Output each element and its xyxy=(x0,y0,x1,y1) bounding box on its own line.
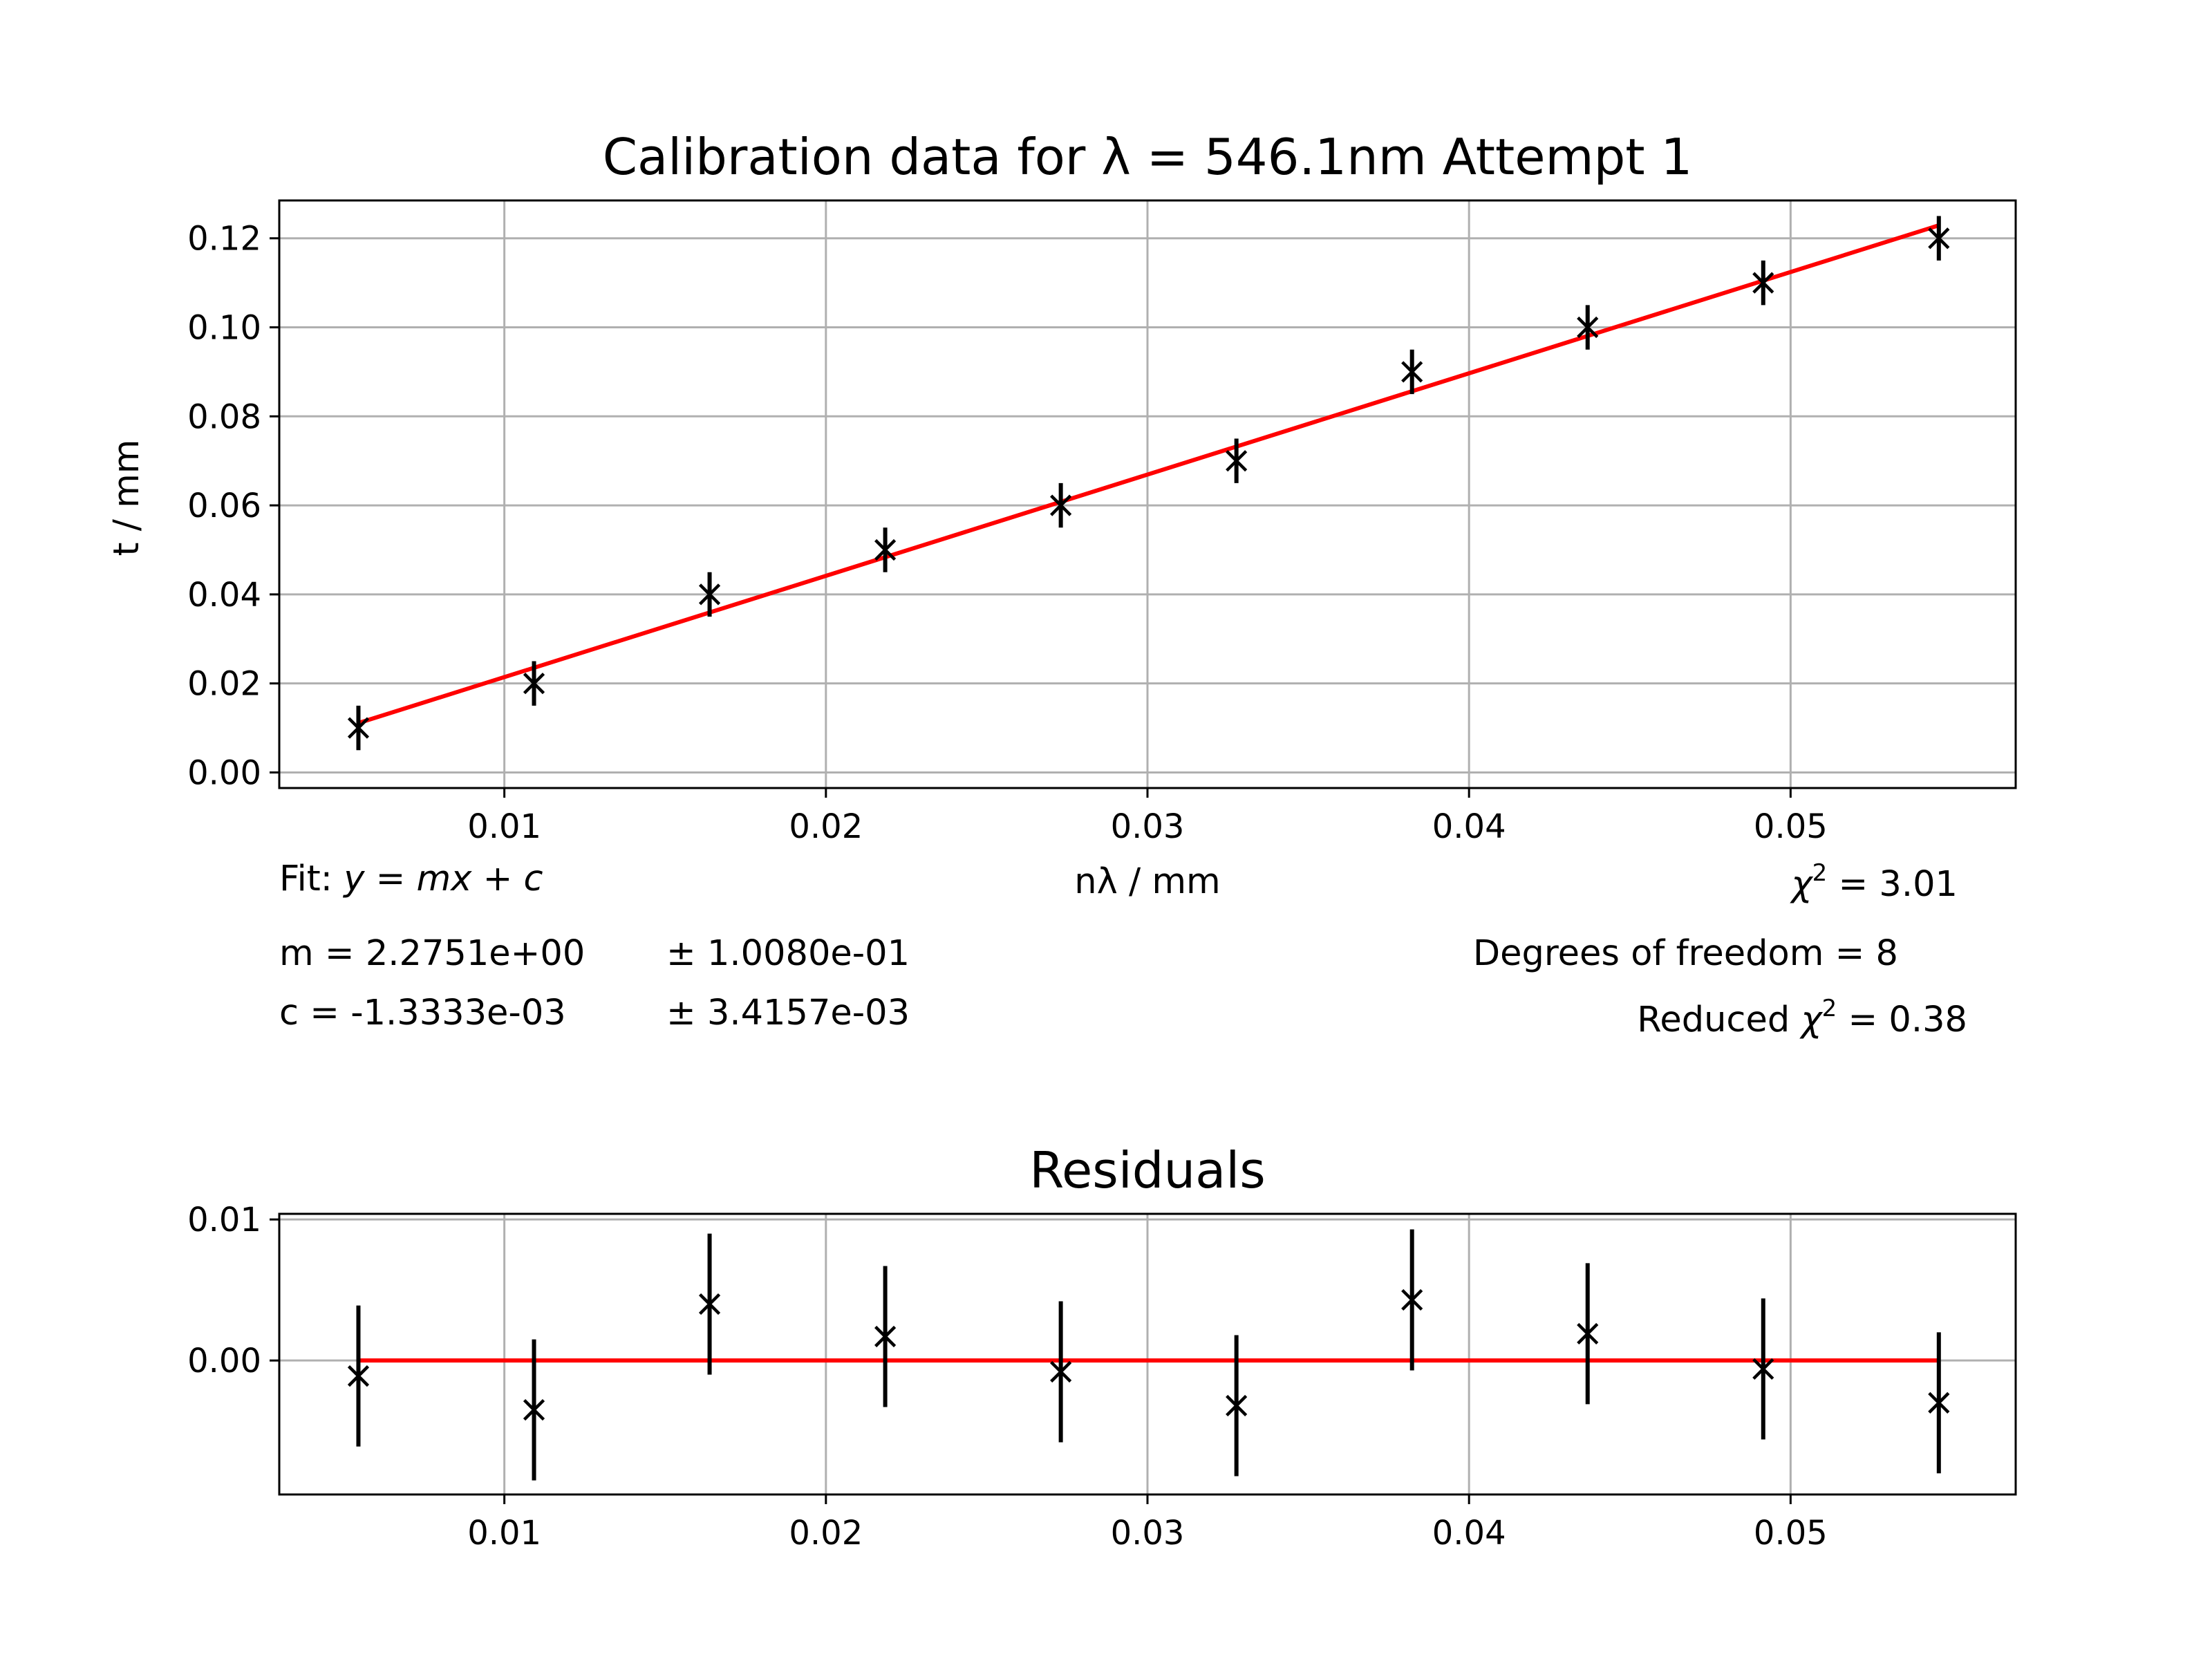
main-data-point xyxy=(1401,361,1423,383)
main-y-tick-label: 0.02 xyxy=(187,665,261,704)
residuals-y-ticks: 0.00 0.01 xyxy=(187,1201,279,1380)
fit-equation: y = mx + c xyxy=(342,859,543,899)
reduced-chi2-power: 2 xyxy=(1822,995,1837,1022)
chi2-power: 2 xyxy=(1812,859,1828,887)
residuals-data-point xyxy=(523,1398,545,1421)
main-y-tick-label: 0.06 xyxy=(187,487,261,525)
main-x-tick-label: 0.01 xyxy=(467,807,541,846)
c-error: ± 3.4157e-03 xyxy=(666,993,910,1033)
main-x-tick-label: 0.02 xyxy=(789,807,863,846)
chi2-annotation: χ2 = 3.01 xyxy=(1789,859,1958,905)
degrees-of-freedom: Degrees of freedom = 8 xyxy=(1473,933,1898,974)
fit-prefix: Fit: xyxy=(279,859,344,899)
residuals-y-tick-label: 0.00 xyxy=(187,1342,261,1380)
residuals-data-point xyxy=(1928,1391,1950,1414)
main-x-tick-label: 0.03 xyxy=(1111,807,1185,846)
residuals-data-point xyxy=(347,1365,370,1387)
main-data-point xyxy=(874,538,897,561)
main-y-tick-label: 0.00 xyxy=(187,753,261,792)
residuals-x-tick-label: 0.02 xyxy=(789,1514,863,1553)
main-data-point xyxy=(698,583,721,606)
main-data-point xyxy=(1577,316,1599,339)
main-y-tick-label: 0.08 xyxy=(187,397,261,436)
main-data-point xyxy=(1928,227,1950,250)
main-y-tick-label: 0.10 xyxy=(187,309,261,348)
reduced-chi2-symbol: χ xyxy=(1799,1000,1823,1040)
x-axis-label: nλ / mm xyxy=(1074,861,1220,902)
residuals-data-point xyxy=(1226,1394,1248,1417)
residuals-x-tick-label: 0.04 xyxy=(1432,1514,1506,1553)
residuals-plot: Residuals 0.01 0.02 0.03 0.04 0.05 0.00 0.01 xyxy=(187,1141,2017,1553)
residuals-title: Residuals xyxy=(1029,1141,1266,1199)
main-chart-title: Calibration data for λ = 546.1nm Attempt… xyxy=(603,128,1693,186)
residuals-data-point xyxy=(874,1325,897,1348)
y-axis-label: t / mm xyxy=(106,440,147,556)
main-data-point xyxy=(347,717,370,739)
main-y-tick-label: 0.12 xyxy=(187,220,261,259)
residuals-x-ticks: 0.01 0.02 0.03 0.04 0.05 xyxy=(467,1494,1828,1553)
reduced-chi2-value: = 0.38 xyxy=(1837,1000,1967,1040)
main-x-tick-label: 0.05 xyxy=(1754,807,1828,846)
residuals-y-tick-label: 0.01 xyxy=(187,1201,261,1239)
main-data-point xyxy=(523,673,545,695)
main-x-ticks: 0.01 0.02 0.03 0.04 0.05 xyxy=(467,788,1828,846)
fit-line xyxy=(357,223,1940,725)
main-grid xyxy=(279,200,2016,788)
residuals-x-tick-label: 0.05 xyxy=(1754,1514,1828,1553)
reduced-chi2-prefix: Reduced xyxy=(1637,1000,1801,1040)
residuals-x-tick-label: 0.01 xyxy=(467,1514,541,1553)
residuals-data-point xyxy=(1752,1358,1774,1380)
m-value: m = 2.2751e+00 xyxy=(279,933,585,974)
main-data-point xyxy=(1226,450,1248,472)
residuals-data-point xyxy=(1401,1288,1423,1311)
residuals-data-point xyxy=(1050,1360,1072,1383)
main-data-points xyxy=(347,216,1950,751)
residuals-data-point xyxy=(698,1293,721,1315)
main-x-tick-label: 0.04 xyxy=(1432,807,1506,846)
chi2-value: = 3.01 xyxy=(1827,864,1958,905)
residuals-data-point xyxy=(1577,1322,1599,1345)
c-value: c = -1.3333e-03 xyxy=(279,993,566,1033)
residuals-points xyxy=(347,1229,1950,1481)
residuals-x-tick-label: 0.03 xyxy=(1111,1514,1185,1553)
main-y-ticks: 0.00 0.02 0.04 0.06 0.08 0.10 0.12 xyxy=(187,220,279,792)
chi2-symbol: χ xyxy=(1789,864,1813,905)
reduced-chi2-annotation: Reduced χ2 = 0.38 xyxy=(1637,995,1967,1040)
main-plot: Calibration data for λ = 546.1nm Attempt… xyxy=(106,128,2017,1040)
main-data-point xyxy=(1752,272,1774,294)
fit-annotation: Fit: y = mx + c xyxy=(279,859,543,899)
residuals-grid xyxy=(279,1214,2016,1494)
m-error: ± 1.0080e-01 xyxy=(666,933,910,974)
main-data-point xyxy=(1050,494,1072,516)
fit-line-segment xyxy=(357,223,1940,725)
main-y-tick-label: 0.04 xyxy=(187,576,261,615)
